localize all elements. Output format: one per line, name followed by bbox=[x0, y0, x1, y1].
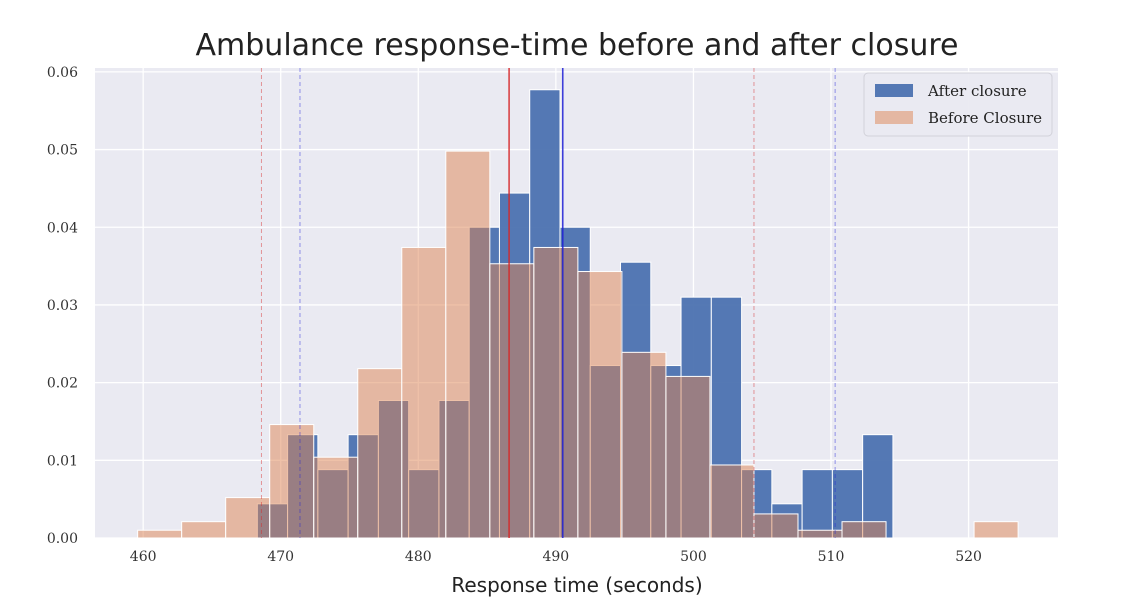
legend-label-before-closure: Before Closure bbox=[928, 109, 1042, 127]
bar-before-closure-1 bbox=[181, 521, 227, 539]
bar-before-closure-13 bbox=[709, 464, 755, 539]
legend-label-after-closure: After closure bbox=[927, 82, 1027, 100]
legend-swatch-before-closure bbox=[875, 111, 913, 124]
bar-before-closure-12 bbox=[665, 375, 711, 539]
histogram-bars bbox=[137, 89, 1019, 539]
bar-before-closure-2 bbox=[225, 497, 271, 539]
y-tick-label-6: 0.06 bbox=[47, 65, 78, 81]
x-tick-label-5: 510 bbox=[818, 549, 845, 565]
x-tick-label-2: 480 bbox=[405, 549, 432, 565]
y-tick-label-0: 0.00 bbox=[47, 531, 78, 547]
x-axis-ticks: 460 470 480 490 500 510 520 bbox=[130, 549, 982, 565]
x-tick-label-0: 460 bbox=[130, 549, 157, 565]
bar-before-closure-3 bbox=[269, 424, 315, 539]
legend: After closure Before Closure bbox=[863, 72, 1053, 137]
x-tick-label-3: 490 bbox=[542, 549, 569, 565]
reference-lines bbox=[260, 68, 836, 538]
x-tick-label-1: 470 bbox=[267, 549, 294, 565]
x-tick-label-4: 500 bbox=[680, 549, 707, 565]
bar-after-closure-20 bbox=[862, 434, 894, 539]
bar-before-closure-16 bbox=[841, 521, 887, 539]
bar-before-closure-8 bbox=[489, 263, 535, 539]
y-tick-label-3: 0.03 bbox=[47, 298, 78, 314]
bar-before-closure-10 bbox=[577, 271, 623, 539]
bar-before-closure-4 bbox=[313, 456, 359, 539]
bar-before-closure-14 bbox=[753, 513, 799, 539]
y-tick-label-5: 0.05 bbox=[47, 143, 78, 159]
bar-before-closure-19 bbox=[973, 521, 1019, 539]
bar-before-closure-9 bbox=[533, 246, 579, 539]
x-axis-label: Response time (seconds) bbox=[451, 573, 702, 597]
y-tick-label-1: 0.01 bbox=[47, 453, 78, 469]
bar-before-closure-7 bbox=[445, 150, 491, 539]
legend-swatch-after-closure bbox=[875, 84, 913, 97]
bar-before-closure-0 bbox=[137, 529, 183, 539]
bar-before-closure-11 bbox=[621, 351, 667, 539]
bar-before-closure-6 bbox=[401, 246, 447, 539]
bar-before-closure-5 bbox=[357, 368, 403, 539]
y-tick-label-2: 0.02 bbox=[47, 376, 78, 392]
y-tick-label-4: 0.04 bbox=[47, 220, 78, 236]
bar-after-closure-18 bbox=[801, 469, 833, 539]
y-axis-ticks: 0.00 0.01 0.02 0.03 0.04 0.05 0.06 bbox=[47, 65, 78, 547]
x-tick-label-6: 520 bbox=[955, 549, 982, 565]
chart-title: Ambulance response-time before and after… bbox=[196, 28, 959, 63]
